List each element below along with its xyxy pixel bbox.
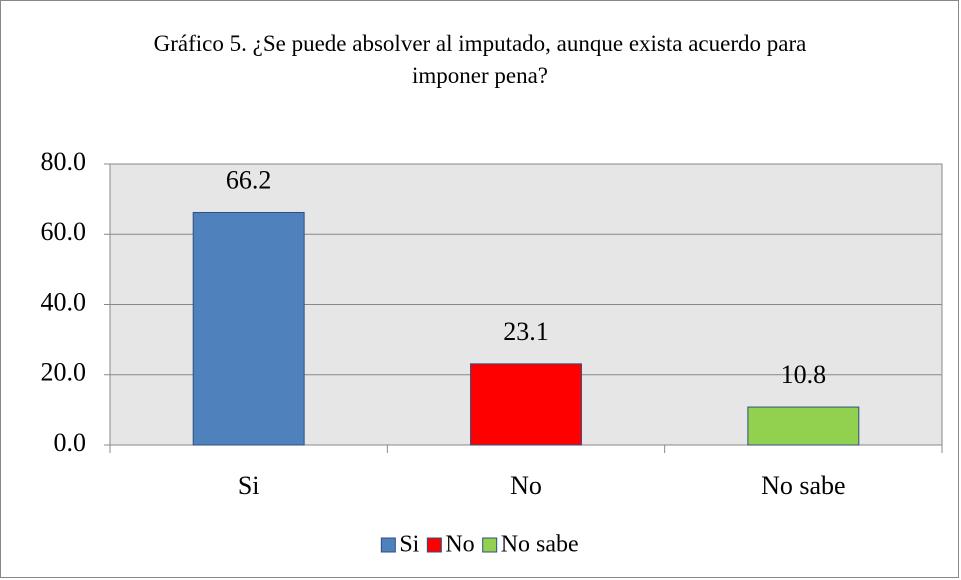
- y-tick-label: 20.0: [41, 358, 87, 387]
- data-label: 23.1: [503, 317, 549, 346]
- x-tick-label: No sabe: [761, 471, 845, 500]
- y-tick-label: 40.0: [41, 287, 87, 316]
- bar: [747, 406, 860, 446]
- legend-swatch: [426, 537, 442, 553]
- y-tick-label: 0.0: [54, 428, 87, 457]
- bar: [470, 363, 582, 446]
- legend-label: Si: [399, 532, 419, 558]
- y-tick-label: 60.0: [41, 217, 87, 246]
- x-tick-label: Si: [238, 471, 260, 500]
- data-label: 66.2: [226, 165, 272, 194]
- legend-swatch: [380, 537, 396, 553]
- data-label: 10.8: [781, 360, 827, 389]
- legend-swatch: [482, 537, 498, 553]
- legend-label: No sabe: [501, 532, 579, 558]
- chart-title: Gráfico 5. ¿Se puede absolver al imputad…: [153, 31, 807, 88]
- y-tick-label: 80.0: [41, 147, 87, 176]
- x-tick-label: No: [510, 471, 542, 500]
- bar: [192, 211, 305, 446]
- legend-label: No: [445, 532, 474, 558]
